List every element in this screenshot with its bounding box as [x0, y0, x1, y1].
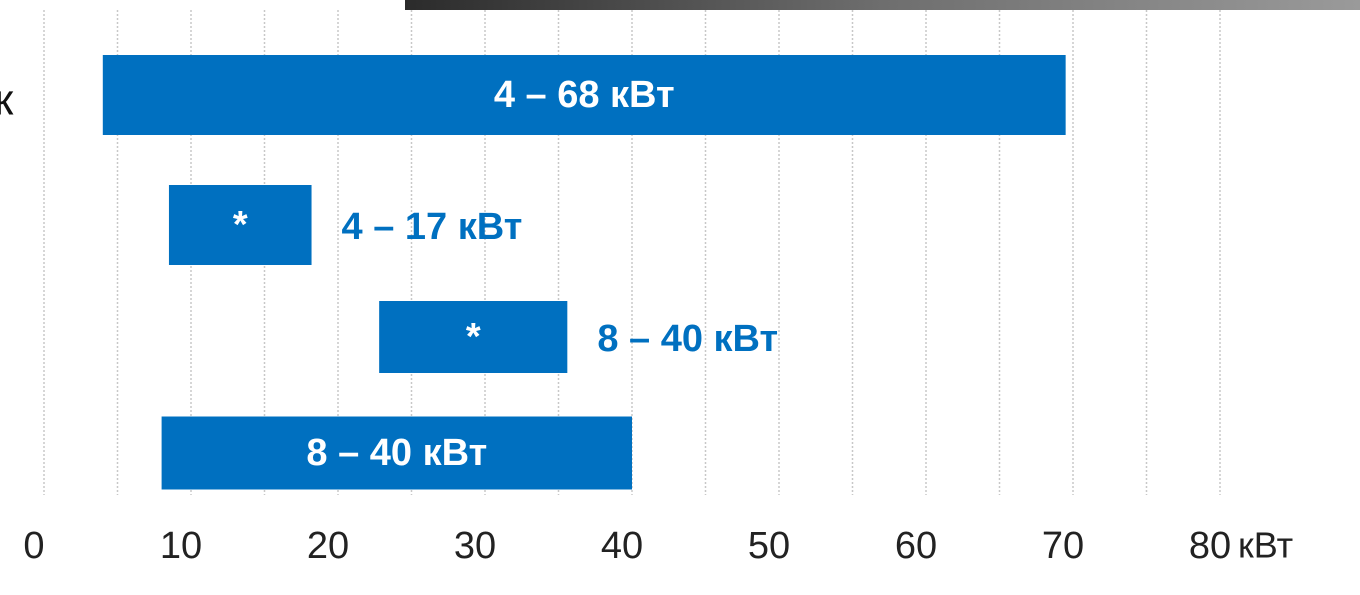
x-tick-label: 50: [748, 525, 790, 567]
x-tick-label: 70: [1042, 525, 1084, 567]
bar-label: 4 – 68 кВт: [494, 74, 675, 116]
bar-outer-label: 4 – 17 кВт: [342, 206, 523, 248]
category-label: к: [0, 76, 14, 125]
x-tick-label: 40: [601, 525, 643, 567]
x-tick-label: 30: [454, 525, 496, 567]
x-unit: кВт: [1238, 525, 1293, 566]
x-tick-label: 10: [160, 525, 202, 567]
chart: 0 10 20 30 40 50 60 70 80кВт 4 – 68 кВт к * 4 – 17 к…: [0, 0, 1360, 590]
x-tick-label: 20: [307, 525, 349, 567]
bar-outer-label: 8 – 40 кВт: [597, 318, 778, 360]
photo-strip: [405, 0, 1360, 10]
bar-label: *: [466, 316, 481, 358]
bar-label: 8 – 40 кВт: [306, 432, 487, 474]
x-tick-label: 60: [895, 525, 937, 567]
x-tick-label: 0: [23, 525, 44, 567]
bar-label: *: [233, 204, 248, 246]
x-tick-label: 80: [1189, 525, 1231, 567]
